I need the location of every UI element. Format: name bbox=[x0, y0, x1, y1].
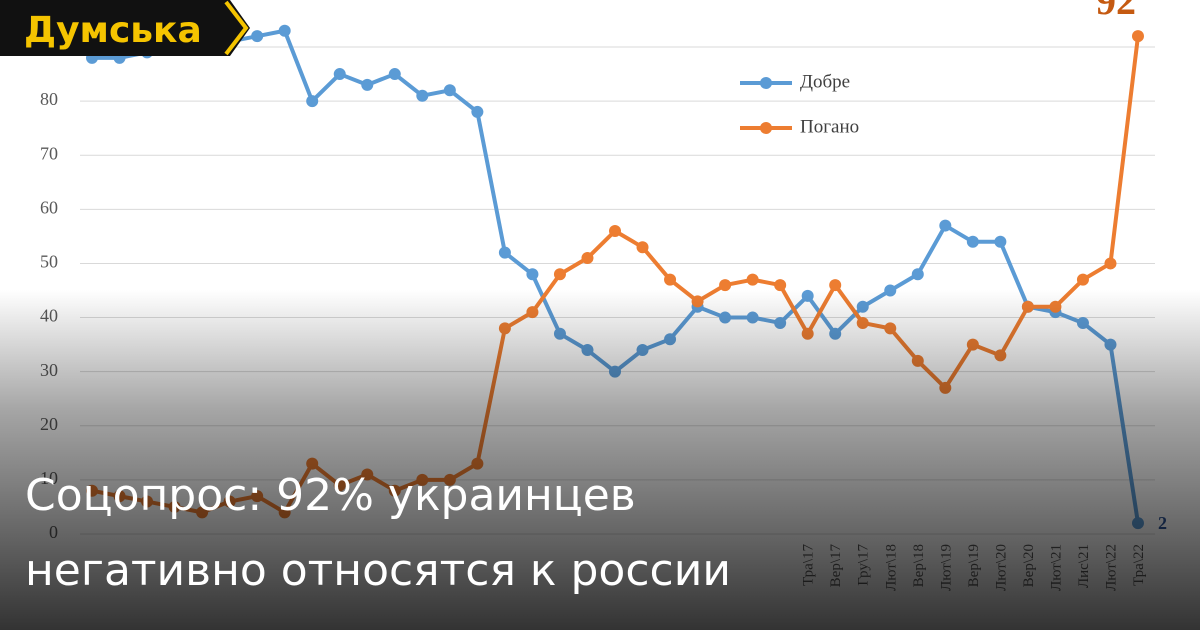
y-tick-label: 70 bbox=[40, 143, 58, 163]
y-tick-label: 60 bbox=[40, 197, 58, 217]
point bbox=[443, 84, 456, 97]
y-tick-label: 80 bbox=[40, 89, 58, 109]
point bbox=[774, 279, 787, 292]
point bbox=[1104, 257, 1117, 270]
point bbox=[1076, 273, 1089, 286]
point bbox=[416, 89, 429, 102]
point bbox=[278, 24, 291, 37]
point bbox=[911, 268, 924, 281]
point bbox=[251, 30, 264, 43]
point bbox=[498, 246, 511, 259]
legend-label: Погано bbox=[800, 116, 859, 137]
point bbox=[581, 252, 594, 265]
point bbox=[526, 268, 539, 281]
legend-label: Добре bbox=[800, 71, 850, 92]
shade-overlay bbox=[0, 290, 1200, 630]
point bbox=[746, 273, 759, 286]
point bbox=[471, 105, 484, 118]
point bbox=[1132, 30, 1144, 43]
logo: Думська bbox=[0, 0, 250, 56]
headline: негативно относятся к россии bbox=[25, 545, 731, 596]
logo-arrow bbox=[224, 0, 249, 56]
point bbox=[939, 219, 952, 232]
point bbox=[966, 235, 979, 248]
point bbox=[333, 68, 346, 81]
legend-marker bbox=[760, 77, 772, 89]
point bbox=[361, 78, 374, 91]
data-label: 92 bbox=[1096, 0, 1136, 23]
logo-text: Думська bbox=[24, 10, 202, 51]
headline: Соцопрос: 92% украинцев bbox=[25, 470, 636, 521]
y-tick-label: 50 bbox=[40, 252, 58, 272]
point bbox=[306, 95, 319, 108]
logo-bg bbox=[0, 0, 250, 56]
legend-marker bbox=[760, 122, 772, 134]
point bbox=[719, 279, 732, 292]
point bbox=[664, 273, 677, 286]
point bbox=[553, 268, 566, 281]
point bbox=[994, 235, 1007, 248]
point bbox=[829, 279, 842, 292]
point bbox=[388, 68, 401, 81]
point bbox=[609, 224, 621, 237]
point bbox=[636, 241, 649, 254]
